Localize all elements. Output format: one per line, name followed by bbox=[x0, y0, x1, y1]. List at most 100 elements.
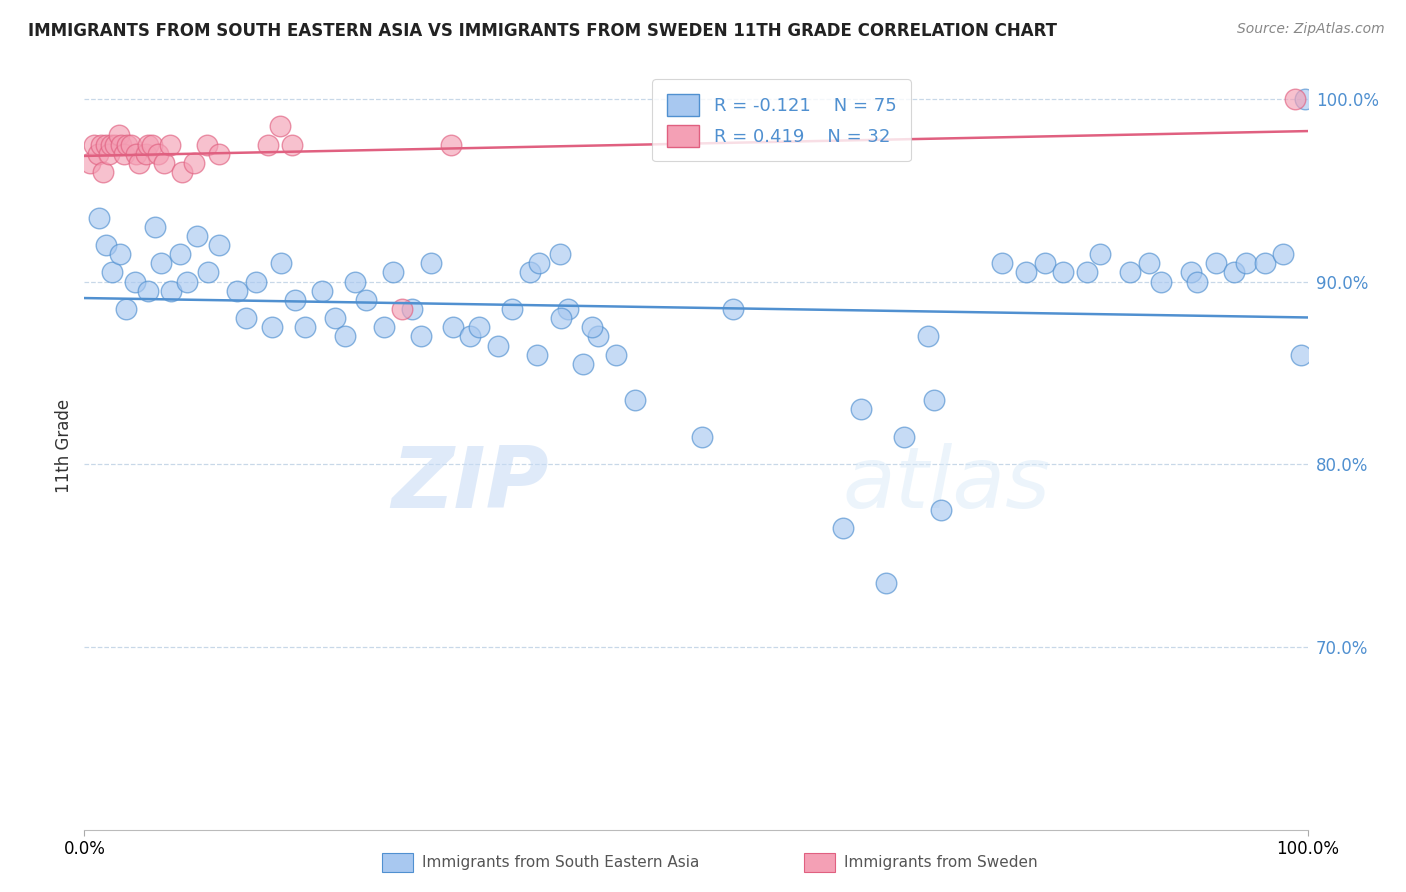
Point bbox=[96, 238, 118, 252]
Point bbox=[284, 293, 307, 307]
Point bbox=[107, 128, 129, 143]
Point bbox=[354, 293, 377, 307]
Y-axis label: 11th Grade: 11th Grade bbox=[55, 399, 73, 493]
Point bbox=[1205, 256, 1227, 270]
Point bbox=[1272, 247, 1295, 261]
Point bbox=[104, 137, 127, 152]
Point bbox=[440, 137, 463, 152]
Point bbox=[1187, 275, 1209, 289]
Point bbox=[441, 320, 464, 334]
Point bbox=[1294, 92, 1316, 106]
Point bbox=[108, 247, 131, 261]
Text: atlas: atlas bbox=[842, 442, 1050, 526]
Point bbox=[1088, 247, 1111, 261]
Point bbox=[176, 275, 198, 289]
Point bbox=[690, 430, 713, 444]
Point bbox=[581, 320, 603, 334]
Point bbox=[91, 165, 114, 179]
Point bbox=[929, 503, 952, 517]
Point bbox=[197, 265, 219, 279]
Point bbox=[79, 156, 101, 170]
Point bbox=[323, 311, 346, 326]
Point bbox=[208, 146, 231, 161]
Point bbox=[294, 320, 316, 334]
Point bbox=[548, 247, 571, 261]
Point bbox=[112, 146, 135, 161]
Point bbox=[409, 329, 432, 343]
Point bbox=[87, 146, 110, 161]
Point bbox=[1015, 265, 1038, 279]
Point bbox=[831, 521, 853, 535]
Point bbox=[311, 284, 333, 298]
Point bbox=[849, 402, 872, 417]
Point bbox=[502, 301, 524, 316]
Point bbox=[146, 146, 169, 161]
Point bbox=[169, 247, 191, 261]
Text: ZIP: ZIP bbox=[391, 442, 550, 526]
Point bbox=[486, 338, 509, 352]
Point bbox=[721, 301, 744, 316]
Point bbox=[135, 146, 157, 161]
Text: Source: ZipAtlas.com: Source: ZipAtlas.com bbox=[1237, 22, 1385, 37]
Point bbox=[529, 256, 551, 270]
Point bbox=[150, 256, 173, 270]
Point bbox=[468, 320, 491, 334]
Text: IMMIGRANTS FROM SOUTH EASTERN ASIA VS IMMIGRANTS FROM SWEDEN 11TH GRADE CORRELAT: IMMIGRANTS FROM SOUTH EASTERN ASIA VS IM… bbox=[28, 22, 1057, 40]
Point bbox=[159, 137, 181, 152]
Point bbox=[101, 265, 124, 279]
Point bbox=[391, 301, 413, 316]
Point bbox=[893, 430, 915, 444]
Point bbox=[1284, 92, 1306, 106]
Point bbox=[141, 137, 163, 152]
Point bbox=[1119, 265, 1142, 279]
Point bbox=[1137, 256, 1160, 270]
Point bbox=[1052, 265, 1074, 279]
Point bbox=[401, 301, 423, 316]
Point bbox=[160, 284, 183, 298]
Point bbox=[226, 284, 249, 298]
Point bbox=[991, 256, 1014, 270]
Point bbox=[419, 256, 441, 270]
Point bbox=[1150, 275, 1173, 289]
Point bbox=[1291, 348, 1313, 362]
Point bbox=[373, 320, 395, 334]
Point bbox=[120, 137, 142, 152]
Point bbox=[381, 265, 404, 279]
Point bbox=[917, 329, 939, 343]
Point bbox=[90, 137, 112, 152]
Point bbox=[1076, 265, 1098, 279]
Point bbox=[87, 211, 110, 225]
Point bbox=[153, 156, 176, 170]
Point bbox=[128, 156, 150, 170]
Point bbox=[343, 275, 366, 289]
Point bbox=[124, 275, 146, 289]
Point bbox=[195, 137, 218, 152]
Legend: R = -0.121    N = 75, R = 0.419    N = 32: R = -0.121 N = 75, R = 0.419 N = 32 bbox=[652, 79, 911, 161]
Point bbox=[1254, 256, 1277, 270]
Point bbox=[458, 329, 481, 343]
Point bbox=[257, 137, 280, 152]
Text: Immigrants from Sweden: Immigrants from Sweden bbox=[844, 855, 1038, 870]
Point bbox=[260, 320, 283, 334]
Point bbox=[115, 137, 138, 152]
Point bbox=[605, 348, 627, 362]
Point bbox=[333, 329, 356, 343]
Point bbox=[557, 301, 579, 316]
Point bbox=[97, 146, 120, 161]
Point bbox=[269, 120, 291, 134]
Point bbox=[572, 357, 595, 371]
Point bbox=[1236, 256, 1258, 270]
Point bbox=[208, 238, 231, 252]
Point bbox=[270, 256, 292, 270]
Point bbox=[235, 311, 257, 326]
Point bbox=[172, 165, 194, 179]
Point bbox=[586, 329, 609, 343]
Point bbox=[183, 156, 205, 170]
Point bbox=[143, 219, 166, 234]
Point bbox=[526, 348, 548, 362]
Point bbox=[924, 393, 946, 408]
Point bbox=[624, 393, 647, 408]
Point bbox=[875, 576, 897, 591]
Point bbox=[245, 275, 267, 289]
Point bbox=[1033, 256, 1056, 270]
